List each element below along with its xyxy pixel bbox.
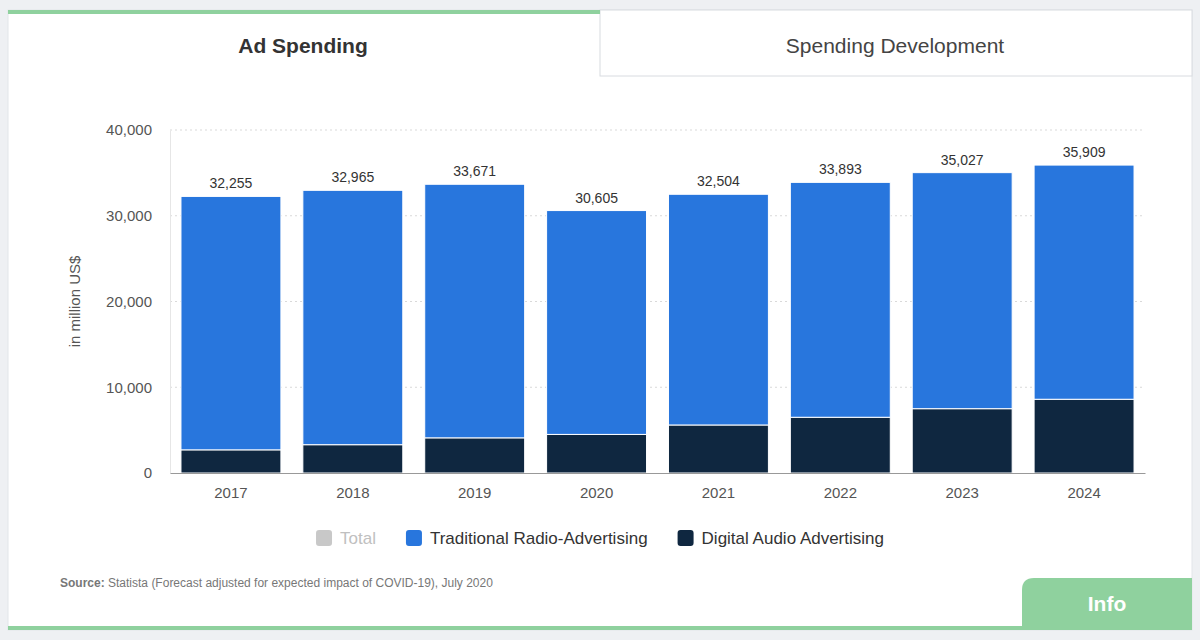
legend-swatch xyxy=(406,530,422,546)
bar xyxy=(181,450,281,473)
y-tick: 10,000 xyxy=(106,379,170,396)
x-tick: 2023 xyxy=(946,484,979,501)
bottom-bar xyxy=(8,626,1192,630)
source-label: Source: xyxy=(60,576,105,590)
data-labels: 32,255 32,965 33,671 30,605 32,504 33,893 35,0… xyxy=(210,144,1106,205)
bar xyxy=(1034,165,1134,399)
data-label: 32,255 xyxy=(210,175,253,191)
source: Source: Statista (Forecast adjusted for … xyxy=(60,576,493,590)
info-button-label[interactable]: Info xyxy=(1088,592,1126,615)
bar xyxy=(668,425,768,473)
x-tick: 2018 xyxy=(336,484,369,501)
x-tick-label: 2023 xyxy=(946,484,979,501)
bar xyxy=(303,445,403,473)
x-tick: 2020 xyxy=(580,484,613,501)
x-tick-label: 2019 xyxy=(458,484,491,501)
legend-label: Total xyxy=(340,529,376,548)
tab[interactable]: Spending Development xyxy=(786,34,1004,57)
y-tick: 30,000 xyxy=(106,207,170,224)
data-label: 32,965 xyxy=(331,169,374,185)
x-tick-label: 2022 xyxy=(824,484,857,501)
x-tick: 2019 xyxy=(458,484,491,501)
data-label: 33,671 xyxy=(453,163,496,179)
data-label: 32,504 xyxy=(697,173,740,189)
data-label: 35,909 xyxy=(1063,144,1106,160)
y-axis: 0 10,000 20,000 30,000 40,000 xyxy=(106,121,170,481)
bar xyxy=(547,211,647,435)
x-tick: 2024 xyxy=(1067,484,1100,501)
bar xyxy=(181,196,281,449)
bar xyxy=(425,438,525,473)
y-tick-label: 0 xyxy=(144,464,152,481)
y-tick-label: 10,000 xyxy=(106,379,152,396)
legend-label: Digital Audio Advertising xyxy=(702,529,884,548)
x-tick-label: 2024 xyxy=(1067,484,1100,501)
tab-active-indicator xyxy=(8,10,600,14)
y-tick: 0 xyxy=(144,464,170,481)
legend-item[interactable]: Traditional Radio-Advertising xyxy=(406,529,648,548)
x-axis-line xyxy=(171,473,1146,474)
x-tick-label: 2018 xyxy=(336,484,369,501)
y-tick-label: 30,000 xyxy=(106,207,152,224)
info-button[interactable] xyxy=(1022,578,1192,630)
bars xyxy=(181,165,1134,473)
x-tick-label: 2017 xyxy=(214,484,247,501)
tab-inactive-bg xyxy=(600,10,1192,76)
legend: Total Traditional Radio-Advertising Digita… xyxy=(316,529,884,548)
data-label: 30,605 xyxy=(575,190,618,206)
source-text: Statista (Forecast adjusted for expected… xyxy=(105,576,494,590)
legend-swatch xyxy=(678,530,694,546)
data-label: 35,027 xyxy=(941,152,984,168)
legend-item[interactable]: Total xyxy=(316,529,376,548)
grid-line xyxy=(170,130,1145,131)
chart-page: Ad SpendingSpending Development32,25532,… xyxy=(0,0,1200,640)
card xyxy=(8,10,1192,630)
bar xyxy=(790,182,890,417)
bar xyxy=(790,417,890,473)
bar xyxy=(912,173,1012,409)
bar xyxy=(1034,399,1134,473)
x-axis: 2017 2018 2019 2020 2021 2022 2023 2024 xyxy=(171,474,1146,501)
bar xyxy=(425,184,525,438)
y-axis-line xyxy=(170,131,171,474)
data-label: 33,893 xyxy=(819,161,862,177)
x-tick-label: 2020 xyxy=(580,484,613,501)
y-axis-title: in million US$ xyxy=(66,255,83,347)
y-tick: 20,000 xyxy=(106,293,170,310)
y-tick-label: 40,000 xyxy=(106,121,152,138)
x-tick: 2021 xyxy=(702,484,735,501)
x-tick: 2017 xyxy=(214,484,247,501)
legend-label: Traditional Radio-Advertising xyxy=(430,529,648,548)
legend-item[interactable]: Digital Audio Advertising xyxy=(678,529,884,548)
bar xyxy=(668,194,768,425)
bar xyxy=(303,190,403,444)
x-tick: 2022 xyxy=(824,484,857,501)
legend-swatch xyxy=(316,530,332,546)
bar xyxy=(547,434,647,473)
x-tick-label: 2021 xyxy=(702,484,735,501)
tab-active[interactable]: Ad Spending xyxy=(238,34,368,57)
y-tick-label: 20,000 xyxy=(106,293,152,310)
bar xyxy=(912,409,1012,473)
y-tick: 40,000 xyxy=(106,121,170,138)
